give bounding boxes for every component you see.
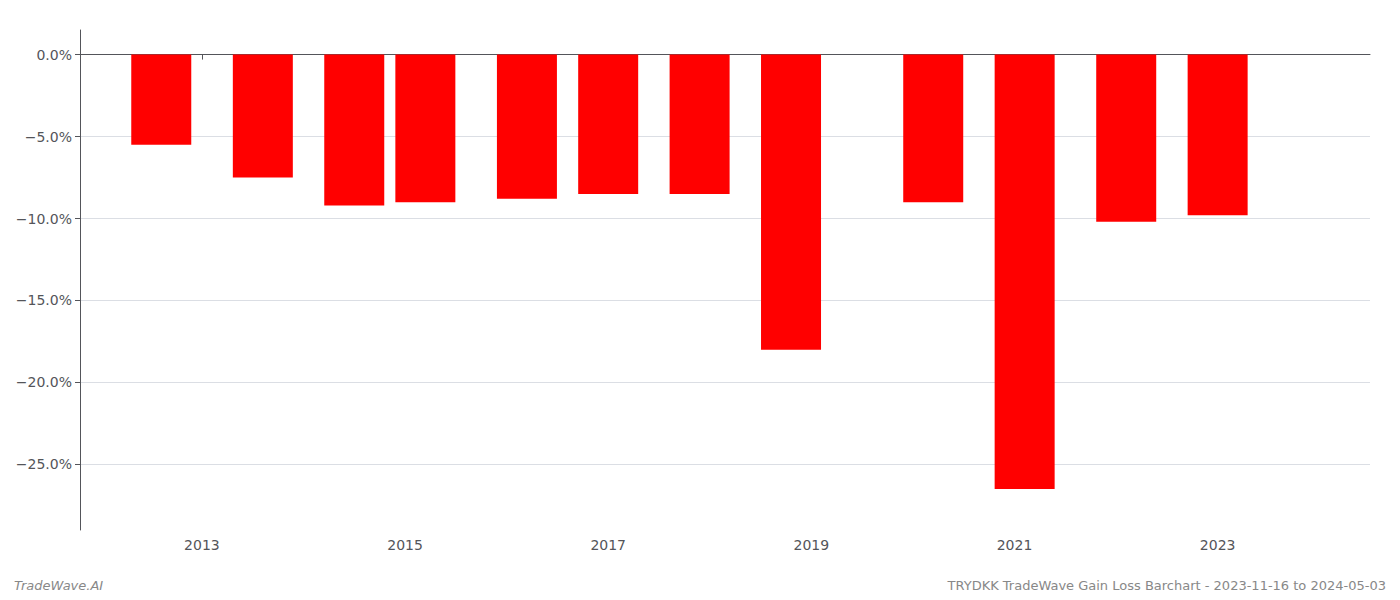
svg-text:−15.0%: −15.0% [16, 292, 72, 308]
svg-text:TRYDKK TradeWave Gain Loss Bar: TRYDKK TradeWave Gain Loss Barchart - 20… [947, 578, 1386, 593]
svg-text:2013: 2013 [184, 537, 220, 553]
svg-text:−10.0%: −10.0% [16, 211, 72, 227]
svg-text:TradeWave.AI: TradeWave.AI [14, 578, 103, 593]
svg-text:2017: 2017 [590, 537, 626, 553]
svg-text:0.0%: 0.0% [36, 47, 72, 63]
svg-text:−20.0%: −20.0% [16, 374, 72, 390]
svg-text:−25.0%: −25.0% [16, 456, 72, 472]
svg-text:−5.0%: −5.0% [25, 129, 72, 145]
svg-text:2023: 2023 [1200, 537, 1236, 553]
svg-text:2021: 2021 [997, 537, 1033, 553]
svg-text:2015: 2015 [387, 537, 423, 553]
svg-text:2019: 2019 [794, 537, 830, 553]
